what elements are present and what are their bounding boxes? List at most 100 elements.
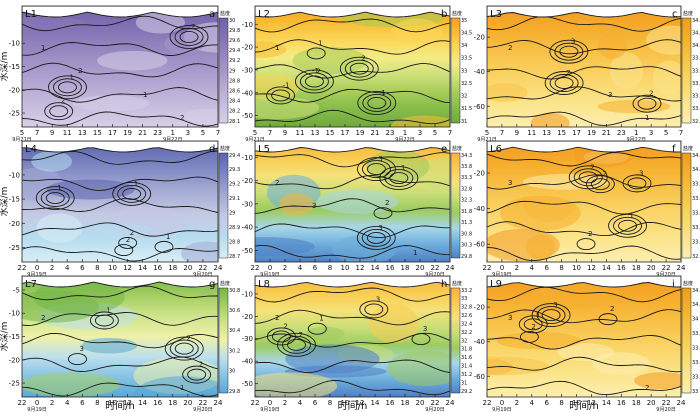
x-tick-label: 14 [371,399,380,407]
colorbar-tick-label: 29.2 [229,58,240,64]
contour-eddy [622,174,652,193]
y-tick-label: -5 [13,286,20,294]
x-tick-label: 10 [108,399,117,407]
salinity-patch [85,223,153,236]
x-tick-label: 14 [602,399,611,407]
x-tick-label: 18 [401,264,410,272]
x-tick-label: 12 [356,399,365,407]
x-tick-label: 13 [78,129,87,137]
colorbar-tick-label: 28.1 [229,119,240,125]
colorbar-tick-label: 32.4 [461,321,472,327]
y-tick-label: -60 [474,241,485,249]
colorbar-title: 盐度 [452,145,462,152]
contour-eddy [559,45,579,58]
salinity-patch [598,32,628,59]
contour-eddy [367,97,387,109]
colorbar-tick-label: 30.6 [229,308,240,314]
contour-eddy [359,300,389,319]
x-tick-label: 22 [18,399,27,407]
contour-eddy [306,47,326,60]
salinity-patch [255,372,338,397]
x-tick-label: 19 [123,129,132,137]
contour-eddy [271,330,291,343]
x-tick-label: 16 [617,399,626,407]
contour-eddy [356,157,396,182]
y-tick-label: -40 [474,68,485,76]
colorbar-tick-label: 29.1 [229,196,240,202]
contour-label: 2 [602,170,606,178]
contour-eddy [114,244,134,257]
contour-eddy [266,327,296,346]
colorbar-tick-label: 29.8 [229,28,240,34]
y-tick-label: -30 [242,335,253,343]
colorbar-tick-label: 34.5 [692,18,700,24]
y-tick-label: -15 [9,196,20,204]
contour-line [22,42,218,56]
date-label: 9月21日 [245,137,265,143]
contour-eddy [174,28,204,46]
x-tick-label: 12 [356,264,365,272]
x-tick-label: 21 [371,129,380,137]
contour-label: 3 [378,224,382,232]
salinity-patch [525,234,555,260]
y-tick-label: -20 [9,220,20,228]
contour-label: 3 [80,345,84,353]
contour-label: 2 [508,44,512,52]
contour-label: 3 [378,155,382,163]
x-tick-label: 24 [677,264,686,272]
salinity-patch [255,237,315,257]
contour-label: -1 [379,89,386,97]
colorbar-tick-label: 29 [229,211,235,217]
contour-label: 2 [588,230,592,238]
x-tick-label: 16 [386,264,395,272]
x-tick-label: 19 [356,129,365,137]
colorbar-tick-label: 33.2 [461,288,472,294]
contour-eddy [364,303,384,316]
contour-label: 2 [590,163,594,171]
contour-line [487,39,681,55]
sea-surface [22,276,218,288]
panel-label: L4 [25,144,37,155]
colorbar-tick-label: 33.1 [692,239,700,245]
salinity-patch [387,350,450,387]
contour-eddy [618,219,637,232]
x-tick-label: 18 [168,264,177,272]
salinity-patch [305,326,345,341]
x-tick-label: 16 [153,399,162,407]
x-tick-label: 13 [311,129,320,137]
salinity-patch [500,195,581,232]
x-tick-label: 1 [403,129,407,137]
plot-area: 3 2 1 3 1 2 3 [255,141,450,262]
salinity-patch [31,151,73,172]
contour-eddy [304,75,324,88]
x-tick-label: 18 [168,399,177,407]
contour-eddy [632,94,662,113]
salinity-patch [22,290,100,323]
x-tick-label: 7 [500,129,504,137]
contour-label: 1 [143,91,147,99]
colorbar-title: 盐度 [220,145,230,152]
contour-label: 3 [553,301,557,309]
x-tick-label: 22 [662,399,671,407]
y-axis-title: 水深/m [0,322,10,352]
contour-eddy [544,71,584,95]
contour-eddy [554,77,574,89]
colorbar-tick-label: 28.4 [229,99,240,105]
colorbar-tick-label: 32.3 [461,198,472,204]
sea-surface [255,276,450,288]
contour-label: 1 [70,73,74,81]
contour-label: -1 [312,67,319,75]
contour-eddy [411,333,431,346]
date-label: 9月19日 [492,407,512,412]
x-axis-title: 时间/h [569,399,599,412]
contour-label: -1 [283,82,290,90]
colorbar-tick-label: 34.3 [461,153,472,159]
y-tick-label: -25 [9,244,20,252]
y-tick-label: -40 [242,224,253,232]
x-tick-label: 21 [138,129,147,137]
x-tick-label: 15 [326,129,335,137]
x-tick-label: 6 [544,264,549,272]
date-label: 9月22日 [395,137,415,143]
colorbar-tick-label: 29.8 [229,389,240,395]
